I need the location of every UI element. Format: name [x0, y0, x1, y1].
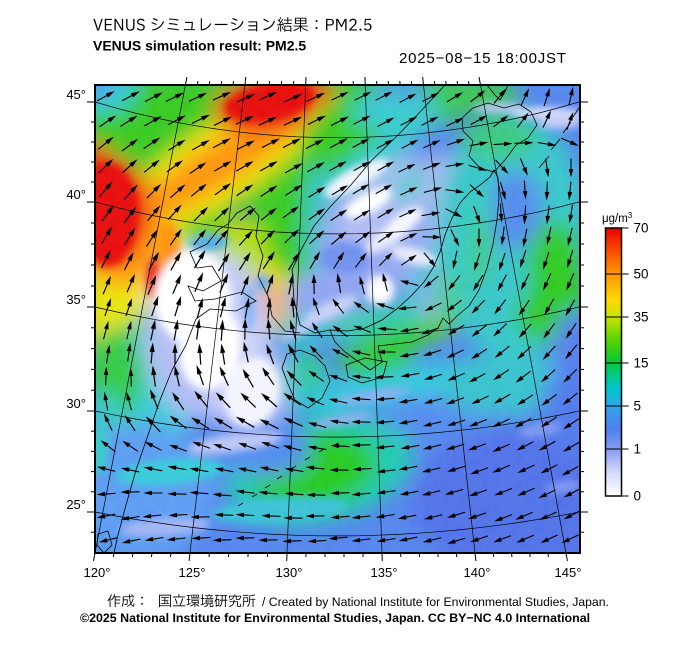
svg-text:35°: 35°	[66, 292, 86, 307]
svg-text:120°: 120°	[84, 565, 111, 580]
svg-text:/ Created by National Institut: / Created by National Institute for Envi…	[262, 595, 609, 609]
svg-text:1: 1	[634, 442, 642, 457]
svg-text:130°: 130°	[276, 565, 303, 580]
svg-text:©2025 National Institute for E: ©2025 National Institute for Environment…	[80, 611, 590, 625]
svg-text:50: 50	[634, 267, 649, 282]
svg-text:30°: 30°	[66, 396, 86, 411]
svg-text:0: 0	[634, 489, 642, 504]
svg-text:70: 70	[634, 221, 649, 236]
svg-text:5: 5	[634, 399, 642, 414]
svg-text:35: 35	[634, 310, 649, 325]
svg-text:VENUS simulation result: PM2.5: VENUS simulation result: PM2.5	[93, 38, 306, 54]
svg-text:45°: 45°	[66, 87, 86, 102]
svg-text:125°: 125°	[179, 565, 206, 580]
svg-text:145°: 145°	[555, 565, 582, 580]
svg-text:140°: 140°	[464, 565, 491, 580]
svg-text:135°: 135°	[371, 565, 398, 580]
svg-text:2025−08−15 18:00JST: 2025−08−15 18:00JST	[399, 50, 567, 67]
svg-text:25°: 25°	[66, 497, 86, 512]
svg-text:15: 15	[634, 356, 649, 371]
svg-text:40°: 40°	[66, 187, 86, 202]
